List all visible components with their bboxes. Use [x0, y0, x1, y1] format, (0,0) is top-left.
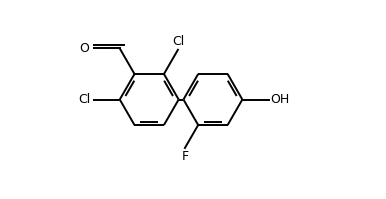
Text: Cl: Cl [172, 35, 184, 48]
Text: F: F [181, 150, 188, 163]
Text: OH: OH [270, 93, 289, 106]
Text: O: O [80, 42, 89, 55]
Text: Cl: Cl [78, 93, 90, 106]
